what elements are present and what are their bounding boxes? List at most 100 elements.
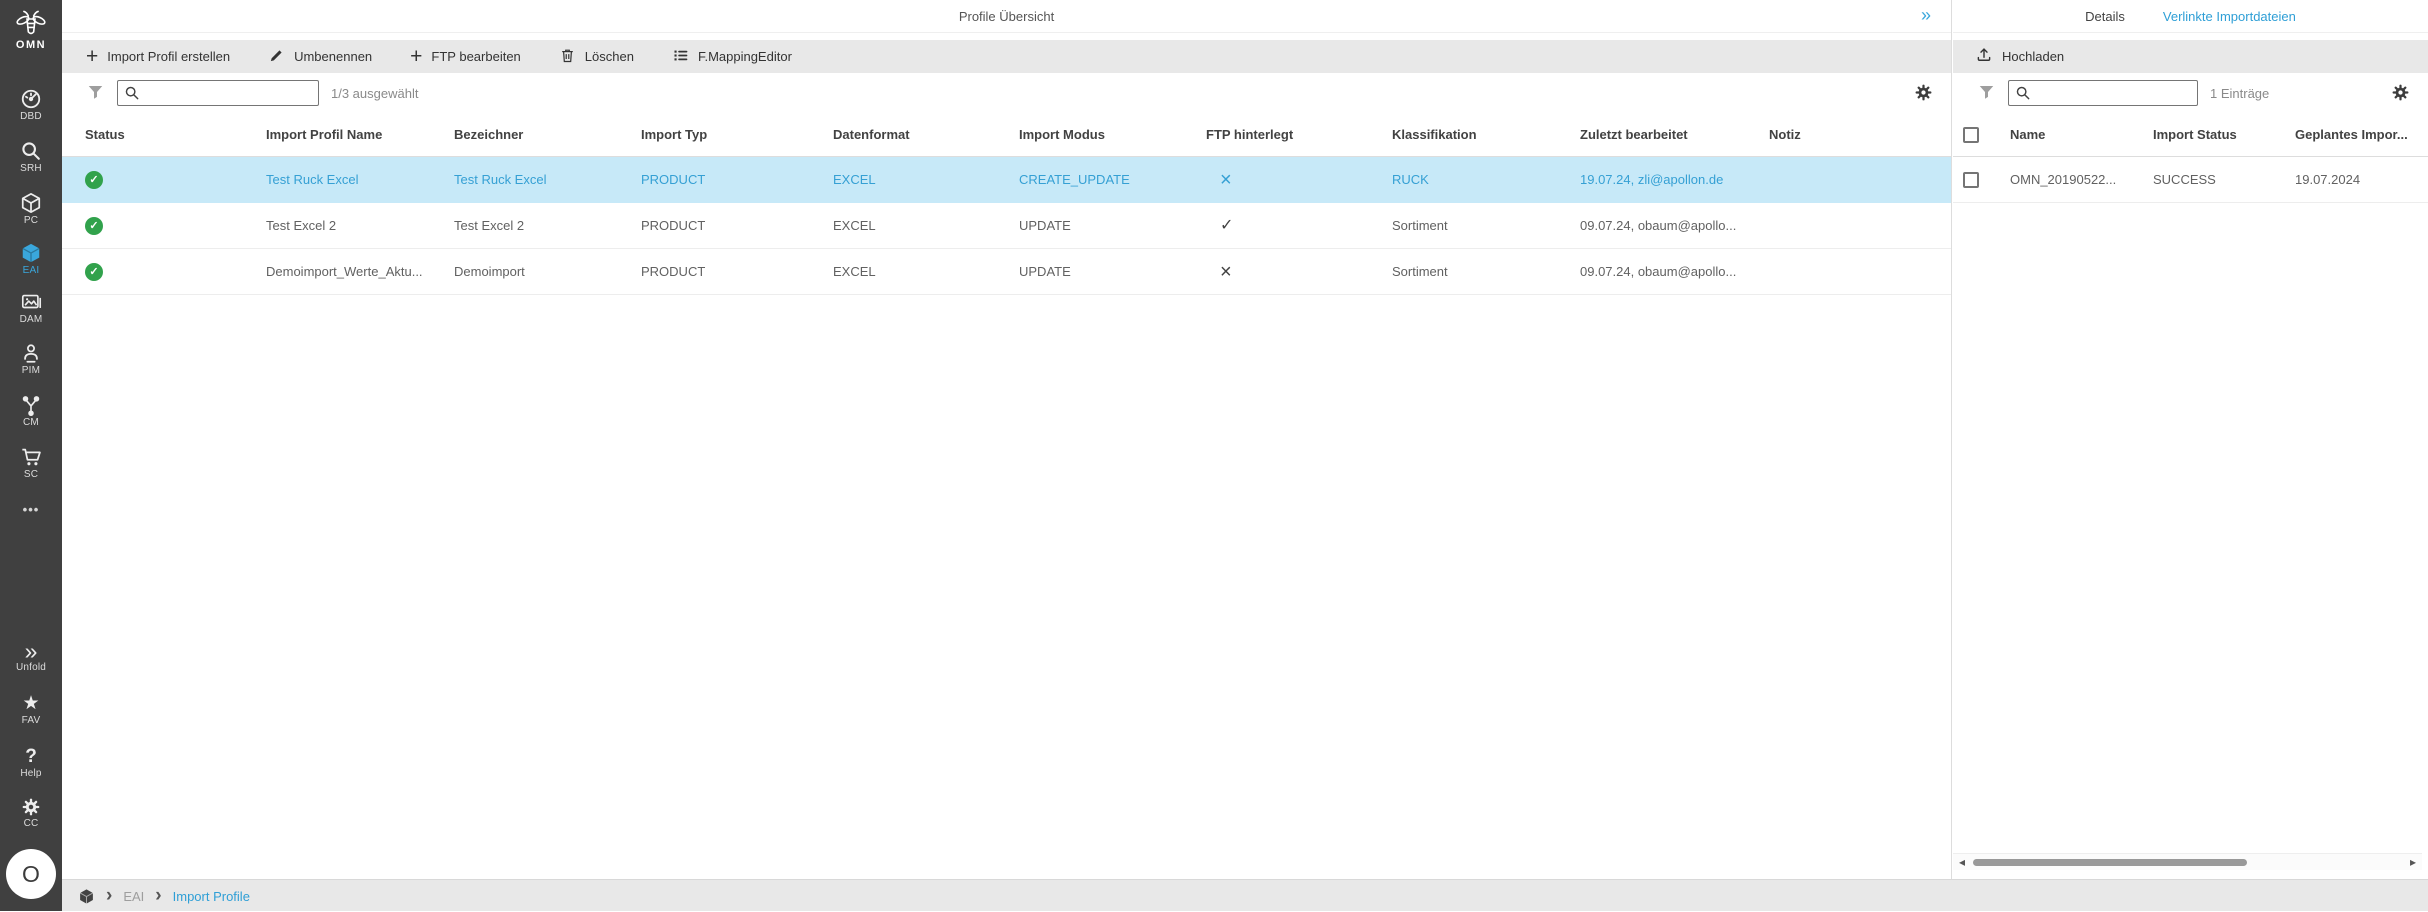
success-status-icon: ✓ — [85, 216, 103, 235]
cell-datenformat: EXCEL — [833, 172, 876, 187]
sidebar-item-srh[interactable]: SRH — [0, 140, 62, 174]
expand-panel-icon[interactable]: » — [1920, 5, 1931, 25]
sidebar-item-cc[interactable]: CC — [0, 797, 62, 829]
user-avatar[interactable]: O — [6, 849, 56, 899]
column-header-status[interactable]: Status — [85, 127, 125, 142]
breadcrumb-import-profile[interactable]: Import Profile — [172, 888, 250, 904]
row-checkbox[interactable] — [1953, 171, 2000, 188]
table-body: ✓ Test Ruck Excel Test Ruck Excel PRODUC… — [62, 157, 1951, 295]
table-row[interactable]: ✓ Demoimport_Werte_Aktu... Demoimport PR… — [62, 249, 1951, 295]
edit-ftp-button[interactable]: + FTP bearbeiten — [410, 44, 521, 68]
filter-icon[interactable] — [86, 83, 105, 104]
cell-import-status: SUCCESS — [2153, 172, 2216, 187]
table-row[interactable]: OMN_20190522... SUCCESS 19.07.2024 — [1953, 157, 2428, 203]
sidebar-item-label: EAI — [22, 265, 40, 276]
search-icon — [124, 85, 140, 101]
column-header-zuletzt-bearbeitet[interactable]: Zuletzt bearbeitet — [1580, 127, 1688, 142]
plus-icon: + — [410, 44, 423, 68]
sidebar-item-unfold[interactable]: » Unfold — [0, 640, 62, 674]
table-settings-gear-icon[interactable] — [1914, 83, 1933, 105]
status-cell: ✓ — [62, 262, 243, 281]
button-label: Import Profil erstellen — [107, 49, 231, 64]
breadcrumb-eai[interactable]: EAI — [123, 888, 145, 904]
cell-bezeichner: Test Excel 2 — [454, 218, 525, 233]
sidebar-item-pc[interactable]: PC — [0, 192, 62, 226]
cell-import-modus: CREATE_UPDATE — [1019, 172, 1130, 187]
gauge-icon — [20, 88, 42, 109]
breadcrumb: › EAI › Import Profile — [62, 880, 2428, 912]
sidebar-item-sc[interactable]: SC — [0, 446, 62, 480]
column-header-notiz[interactable]: Notiz — [1769, 127, 1801, 142]
scroll-left-icon[interactable]: ◂ — [1958, 855, 1966, 869]
sidebar-item-dam[interactable]: DAM — [0, 291, 62, 325]
selection-count: 1/3 ausgewählt — [331, 85, 419, 101]
question-icon: ? — [25, 746, 37, 767]
cell-klassifikation: RUCK — [1392, 172, 1429, 187]
share-icon — [20, 394, 42, 416]
scrollbar-thumb[interactable] — [1973, 859, 2247, 866]
success-status-icon: ✓ — [85, 262, 103, 281]
sidebar-more-button[interactable]: ••• — [0, 500, 62, 520]
column-header-klassifikation[interactable]: Klassifikation — [1392, 127, 1477, 142]
table-settings-gear-icon[interactable] — [2391, 83, 2410, 105]
cell-zuletzt-bearbeitet: 09.07.24, obaum@apollo... — [1580, 218, 1737, 233]
search-icon — [20, 140, 42, 160]
success-status-icon: ✓ — [85, 170, 103, 189]
sidebar-item-help[interactable]: ? Help — [0, 746, 62, 780]
root-cube-icon[interactable] — [78, 888, 95, 905]
plus-icon: + — [86, 44, 99, 68]
logo-label: OMN — [15, 39, 47, 51]
button-label: FTP bearbeiten — [431, 49, 521, 64]
profile-search-field[interactable] — [117, 80, 319, 106]
sidebar-item-dbd[interactable]: DBD — [0, 88, 62, 122]
omn-logo[interactable]: OMN — [0, 8, 62, 51]
column-header-import-status[interactable]: Import Status — [2153, 127, 2237, 142]
cell-import-typ: PRODUCT — [641, 218, 706, 233]
person-icon — [20, 342, 42, 363]
column-header-ftp-hinterlegt[interactable]: FTP hinterlegt — [1206, 127, 1294, 142]
file-search-field[interactable] — [2008, 80, 2198, 106]
cell-import-modus: UPDATE — [1019, 218, 1071, 233]
search-input[interactable] — [145, 82, 312, 104]
sidebar-item-cm[interactable]: CM — [0, 394, 62, 428]
details-side-panel: Details Verlinkte Importdateien Hochlade… — [1953, 0, 2428, 879]
cell-bezeichner: Test Ruck Excel — [454, 172, 547, 187]
column-header-name[interactable]: Name — [2010, 127, 2046, 142]
cell-import-typ: PRODUCT — [641, 172, 706, 187]
footer-bar: › EAI › Import Profile — [62, 879, 2428, 911]
cell-geplantes-import: 19.07.2024 — [2295, 172, 2361, 187]
create-import-profile-button[interactable]: + Import Profil erstellen — [86, 44, 231, 68]
column-header-import-typ[interactable]: Import Typ — [641, 127, 708, 142]
table-row[interactable]: ✓ Test Excel 2 Test Excel 2 PRODUCT EXCE… — [62, 203, 1951, 249]
filter-icon[interactable] — [1977, 83, 1996, 104]
select-all-checkbox[interactable] — [1953, 126, 2000, 143]
column-header-import-modus[interactable]: Import Modus — [1019, 127, 1105, 142]
cell-klassifikation: Sortiment — [1392, 264, 1448, 279]
page-title: Profile Übersicht — [958, 9, 1055, 24]
column-header-import-profil-name[interactable]: Import Profil Name — [266, 127, 383, 142]
column-header-bezeichner[interactable]: Bezeichner — [454, 127, 524, 142]
button-label: Hochladen — [2002, 49, 2065, 64]
upload-button[interactable]: Hochladen — [1975, 46, 2064, 67]
rename-button[interactable]: Umbenennen — [268, 47, 372, 67]
delete-button[interactable]: Löschen — [559, 47, 634, 67]
side-panel-search-row: 1 Einträge — [1953, 73, 2428, 113]
sidebar-item-fav[interactable]: ★ FAV — [0, 694, 62, 727]
sidebar-item-label: SC — [23, 469, 39, 480]
sidebar-item-label: Help — [20, 768, 42, 779]
sidebar-item-label: FAV — [21, 715, 41, 726]
column-header-geplantes-import[interactable]: Geplantes Impor... — [2295, 127, 2408, 142]
table-row[interactable]: ✓ Test Ruck Excel Test Ruck Excel PRODUC… — [62, 157, 1951, 203]
sidebar-item-eai[interactable]: EAI — [0, 242, 62, 276]
search-input[interactable] — [2036, 82, 2191, 104]
tab-details[interactable]: Details — [2085, 9, 2125, 24]
mapping-editor-button[interactable]: F.MappingEditor — [672, 47, 792, 67]
app-sidebar: OMN DBD SRH PC — [0, 0, 62, 911]
sidebar-item-label: PIM — [21, 365, 41, 376]
column-header-datenformat[interactable]: Datenformat — [833, 127, 910, 142]
scroll-right-icon[interactable]: ▸ — [2409, 855, 2417, 869]
horizontal-scrollbar[interactable]: ◂ ▸ — [1953, 853, 2422, 870]
files-table-body: OMN_20190522... SUCCESS 19.07.2024 — [1953, 157, 2428, 203]
tab-verlinkte-importdateien[interactable]: Verlinkte Importdateien — [2162, 9, 2296, 24]
sidebar-item-pim[interactable]: PIM — [0, 342, 62, 376]
